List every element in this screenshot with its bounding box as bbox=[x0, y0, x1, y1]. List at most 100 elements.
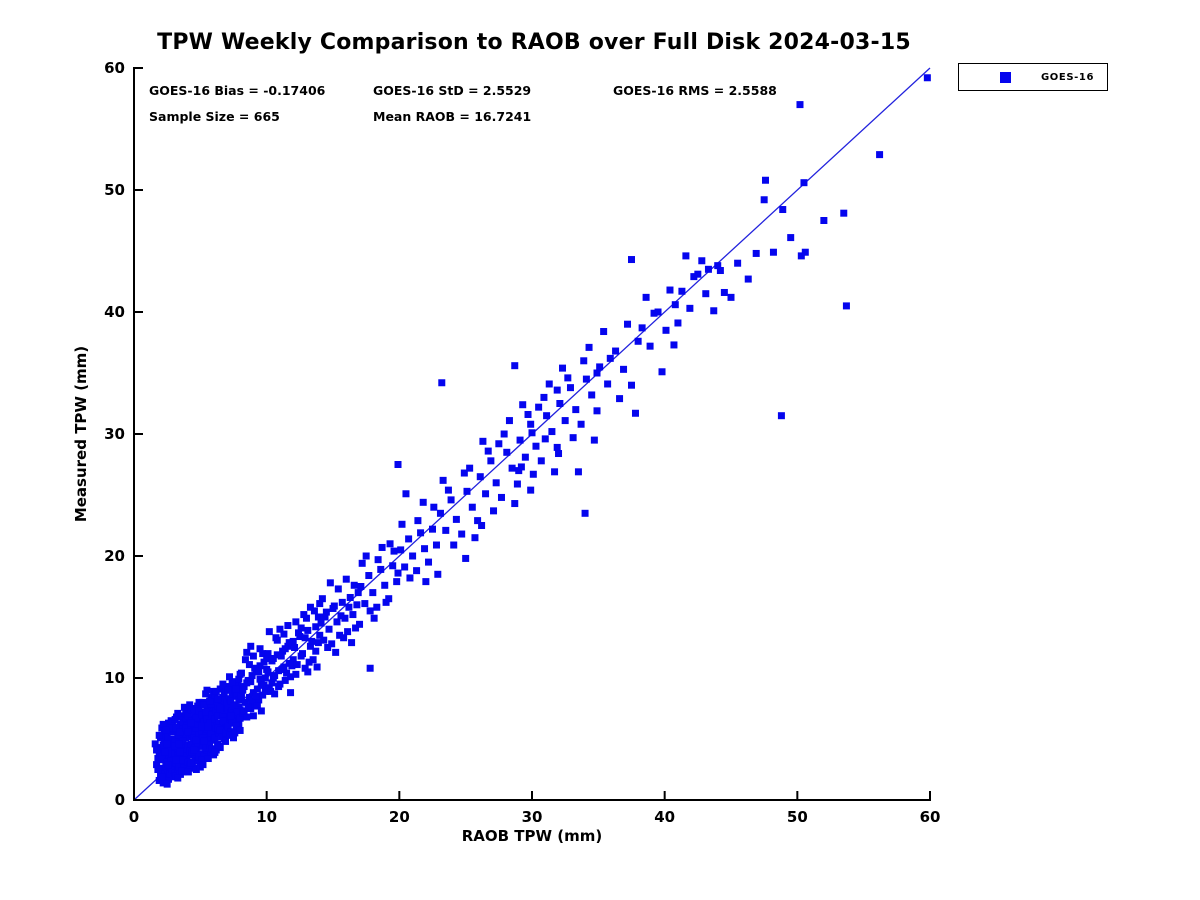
scatter-point bbox=[801, 248, 809, 256]
scatter-point bbox=[381, 581, 389, 589]
scatter-point bbox=[192, 724, 200, 732]
scatter-point bbox=[276, 625, 284, 633]
scatter-point bbox=[527, 420, 535, 428]
scatter-point bbox=[222, 737, 230, 745]
scatter-point bbox=[256, 662, 264, 670]
scatter-point bbox=[247, 678, 255, 686]
scatter-point bbox=[385, 595, 393, 603]
scatter-point bbox=[444, 486, 452, 494]
scatter-point bbox=[252, 692, 260, 700]
scatter-point bbox=[187, 719, 195, 727]
scatter-point bbox=[184, 712, 192, 720]
scatter-point bbox=[511, 500, 519, 508]
scatter-point bbox=[216, 705, 224, 712]
scatter-point bbox=[561, 417, 569, 425]
scatter-point bbox=[492, 479, 500, 487]
scatter-point bbox=[553, 443, 561, 451]
scatter-point bbox=[280, 630, 288, 638]
scatter-point bbox=[228, 690, 236, 698]
scatter-point bbox=[256, 675, 264, 683]
scatter-point bbox=[182, 747, 190, 755]
scatter-point bbox=[358, 559, 366, 567]
scatter-point bbox=[211, 691, 219, 699]
scatter-point bbox=[198, 756, 206, 764]
scatter-point bbox=[505, 417, 513, 425]
scatter-point bbox=[421, 545, 429, 553]
chart-title: TPW Weekly Comparison to RAOB over Full … bbox=[157, 30, 911, 55]
scatter-point bbox=[251, 664, 259, 672]
scatter-point bbox=[474, 517, 482, 525]
scatter-point bbox=[322, 608, 330, 616]
scatter-point bbox=[334, 585, 342, 593]
scatter-point bbox=[577, 420, 585, 428]
scatter-point bbox=[840, 209, 848, 217]
scatter-point bbox=[353, 601, 361, 609]
scatter-point bbox=[188, 730, 196, 738]
legend-label: GOES-16 bbox=[1041, 71, 1095, 83]
scatter-point bbox=[314, 639, 322, 647]
scatter-point bbox=[405, 535, 413, 543]
scatter-point bbox=[204, 755, 212, 763]
scatter-point bbox=[241, 656, 249, 664]
scatter-point bbox=[670, 341, 678, 349]
scatter-point bbox=[471, 534, 479, 542]
scatter-point bbox=[434, 570, 442, 578]
scatter-point bbox=[232, 722, 240, 730]
scatter-point bbox=[196, 715, 204, 723]
scatter-point bbox=[306, 603, 314, 611]
y-tick-label: 20 bbox=[104, 547, 125, 565]
scatter-point bbox=[224, 723, 232, 731]
scatter-point bbox=[206, 697, 214, 705]
scatter-point bbox=[761, 176, 769, 184]
scatter-point bbox=[283, 669, 291, 677]
scatter-point bbox=[336, 631, 344, 639]
scatter-point bbox=[257, 707, 265, 715]
y-tick-label: 0 bbox=[115, 791, 125, 809]
scatter-point bbox=[537, 457, 545, 465]
scatter-point bbox=[187, 740, 195, 748]
scatter-point bbox=[204, 723, 212, 731]
scatter-point bbox=[232, 685, 240, 693]
scatter-point bbox=[497, 493, 505, 501]
scatter-point bbox=[340, 634, 348, 642]
scatter-point bbox=[646, 342, 654, 350]
scatter-point bbox=[495, 440, 503, 448]
scatter-point bbox=[223, 698, 231, 706]
scatter-point bbox=[249, 689, 257, 697]
scatter-point bbox=[264, 668, 272, 676]
scatter-point bbox=[698, 257, 706, 265]
scatter-point bbox=[318, 595, 326, 603]
scatter-point bbox=[541, 435, 549, 443]
scatter-point bbox=[394, 569, 402, 577]
scatter-point bbox=[190, 705, 198, 712]
scatter-point bbox=[194, 757, 202, 765]
scatter-point bbox=[163, 767, 171, 775]
scatter-point bbox=[377, 565, 385, 573]
scatter-point bbox=[159, 720, 167, 728]
scatter-point bbox=[634, 337, 642, 345]
scatter-point bbox=[320, 636, 328, 644]
scatter-point bbox=[155, 731, 163, 739]
scatter-point bbox=[564, 374, 572, 382]
scatter-point bbox=[239, 686, 247, 694]
scatter-point bbox=[207, 729, 215, 737]
scatter-point bbox=[338, 598, 346, 606]
scatter-point bbox=[543, 412, 551, 420]
scatter-point bbox=[447, 496, 455, 504]
scatter-point bbox=[253, 702, 261, 710]
scatter-point bbox=[268, 679, 276, 687]
scatter-point bbox=[476, 473, 484, 481]
scatter-point bbox=[304, 626, 312, 634]
y-tick-label: 40 bbox=[104, 303, 125, 321]
scatter-point bbox=[393, 578, 401, 586]
scatter-point bbox=[386, 540, 394, 548]
scatter-point bbox=[309, 656, 317, 664]
scatter-point bbox=[300, 611, 308, 619]
scatter-point bbox=[198, 730, 206, 738]
scatter-point bbox=[248, 697, 256, 705]
scatter-point bbox=[154, 766, 162, 773]
scatter-point bbox=[337, 612, 345, 620]
scatter-point bbox=[192, 736, 200, 744]
scatter-point bbox=[800, 179, 808, 187]
scatter-point bbox=[310, 607, 318, 615]
